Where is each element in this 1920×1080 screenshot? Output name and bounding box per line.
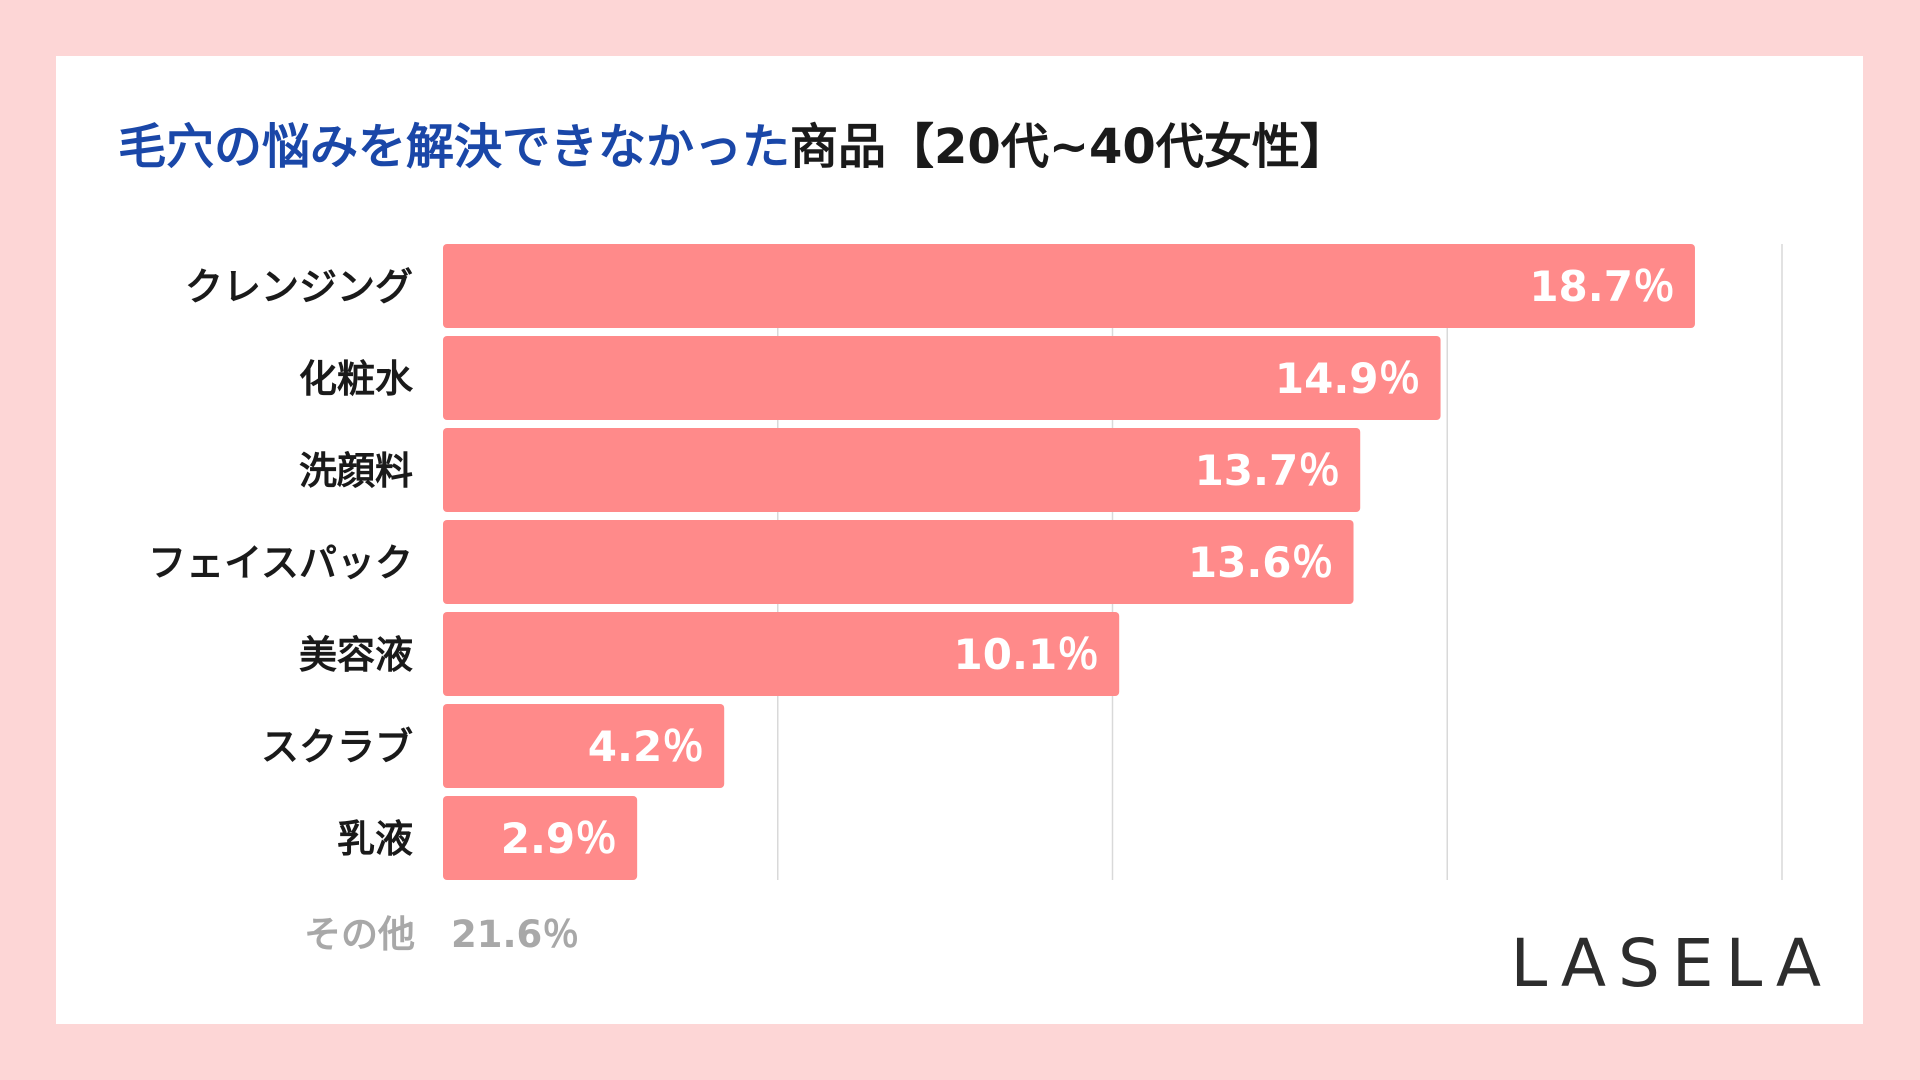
category-label-6: 乳液	[337, 817, 413, 861]
title-rest: 商品【20代~40代女性】	[790, 119, 1348, 175]
bar-4	[443, 612, 1120, 696]
value-label-1: 14.9％	[1275, 354, 1421, 403]
footnote-value: 21.6％	[451, 913, 580, 956]
value-label-3: 13.6％	[1188, 538, 1334, 587]
bar-chart: クレンジング 18.7％ 化粧水 14.9％ 洗顔料 13.7％ フェイスパック 13.6％ 美…	[148, 244, 1783, 880]
title-highlight: 毛穴の悩みを解決できなかった	[118, 119, 791, 175]
category-label-3: フェイスパック	[148, 541, 413, 585]
bar-0	[443, 244, 1695, 328]
category-label-1: 化粧水	[299, 357, 414, 401]
value-label-2: 13.7％	[1195, 446, 1341, 495]
category-label-4: 美容液	[299, 633, 413, 677]
value-label-5: 4.2％	[588, 722, 704, 771]
value-label-6: 2.9％	[501, 814, 617, 863]
bar-3	[443, 520, 1354, 604]
bar-5	[443, 704, 725, 788]
category-label-0: クレンジング	[185, 265, 413, 309]
bar-6	[443, 796, 638, 880]
footnote-label: その他	[304, 913, 415, 956]
brand-logo: LASELA	[1510, 925, 1833, 1002]
value-label-0: 18.7％	[1529, 262, 1675, 311]
bar-1	[443, 336, 1441, 420]
chart-card: 毛穴の悩みを解決できなかった商品【20代~40代女性】 クレンジング 18.7％ 化…	[56, 56, 1863, 1024]
footnote: その他 21.6％	[304, 910, 579, 960]
bar-2	[443, 428, 1361, 512]
value-label-4: 10.1％	[954, 630, 1100, 679]
category-label-2: 洗顔料	[299, 449, 413, 493]
category-label-5: スクラブ	[261, 725, 413, 769]
chart-title: 毛穴の悩みを解決できなかった商品【20代~40代女性】	[118, 112, 1348, 182]
